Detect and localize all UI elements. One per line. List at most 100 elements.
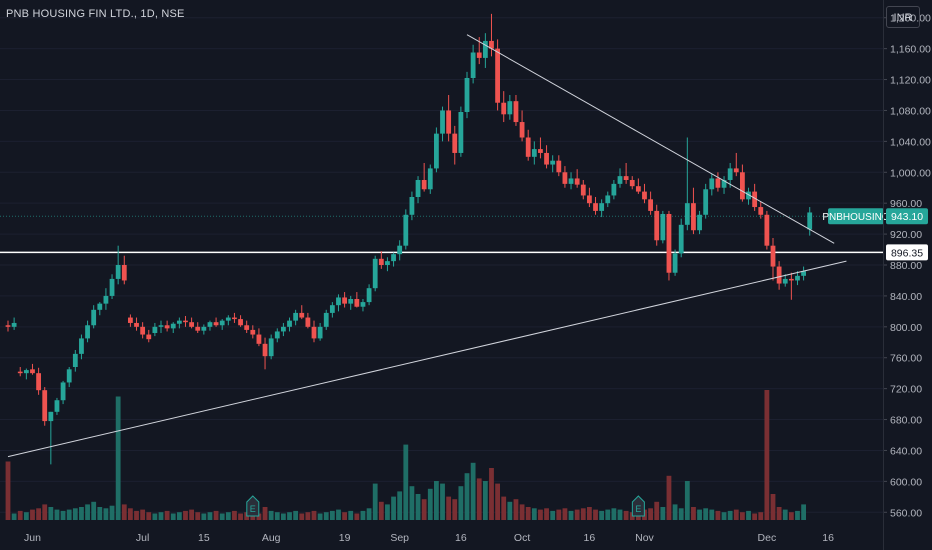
volume-bar: [348, 510, 354, 520]
candle-body: [54, 400, 60, 412]
volume-bar: [617, 509, 623, 520]
candle-body: [378, 258, 384, 265]
volume-bar: [556, 509, 562, 520]
currency-button[interactable]: INR: [886, 6, 920, 28]
volume-bar: [72, 508, 78, 520]
volume-bar: [287, 512, 292, 520]
current-price-label: 943.10: [891, 211, 923, 223]
candle-body: [782, 278, 788, 284]
candle-body: [293, 312, 299, 321]
volume-bar: [109, 505, 115, 520]
candle-body: [72, 353, 78, 367]
candle-body: [684, 203, 690, 225]
volume-bar: [238, 513, 243, 520]
volume-bar: [30, 509, 35, 520]
y-tick-label: 920.00: [890, 229, 922, 241]
candle-body: [697, 214, 702, 231]
candle-body: [342, 297, 347, 304]
volume-bar: [587, 507, 592, 520]
chart-title: PNB HOUSING FIN LTD., 1D, NSE: [6, 8, 185, 20]
candle-body: [109, 278, 115, 296]
candle-body: [23, 370, 29, 374]
volume-bar: [121, 504, 127, 520]
candle-body: [397, 245, 403, 255]
volume-bar: [427, 488, 433, 520]
volume-bar: [140, 509, 146, 520]
volume-bar: [470, 462, 476, 520]
earnings-icon: [631, 495, 645, 517]
volume-bar: [703, 508, 709, 520]
candle-body: [256, 334, 262, 344]
volume-bar: [446, 496, 452, 520]
candle-body: [746, 191, 751, 200]
volume-bar: [764, 390, 770, 520]
candle-body: [250, 329, 256, 335]
volume-bar: [268, 510, 274, 520]
volume-bar: [672, 504, 678, 520]
candle-body: [103, 295, 109, 304]
volume-bar: [85, 504, 90, 520]
candle-body: [385, 261, 390, 265]
volume-bar: [544, 508, 549, 520]
volume-bar: [623, 510, 629, 520]
volume-bar: [329, 510, 335, 520]
candle-body: [476, 52, 482, 58]
y-tick-label: 560.00: [890, 507, 922, 519]
candle-body: [213, 322, 219, 326]
x-tick-label: Oct: [514, 532, 530, 544]
volume-bar: [372, 483, 378, 520]
candle-body: [531, 149, 537, 157]
volume-bar: [299, 513, 305, 520]
volume-bar: [525, 507, 531, 520]
candle-body: [11, 322, 17, 327]
candle-body: [758, 207, 764, 215]
volume-bar: [654, 501, 660, 520]
volume-bar: [11, 513, 17, 520]
y-tick-label: 1,040.00: [890, 136, 931, 148]
volume-bar: [795, 510, 800, 520]
candle-body: [519, 122, 525, 138]
price-axis-divider: [883, 0, 884, 550]
level-label-box: [886, 244, 928, 261]
y-tick-label: 840.00: [890, 291, 922, 303]
candle-body: [458, 112, 464, 153]
volume-bar: [660, 507, 666, 520]
volume-bar: [5, 461, 11, 520]
candle-body: [274, 331, 280, 339]
volume-bar: [574, 509, 580, 520]
candle-body: [513, 101, 519, 123]
volume-bar: [60, 510, 66, 520]
x-tick-label: Dec: [758, 532, 777, 544]
volume-bar: [293, 510, 299, 520]
y-tick-label: 680.00: [890, 415, 922, 427]
candle-body: [434, 133, 439, 169]
x-tick-label: Jul: [136, 532, 149, 544]
candle-body: [556, 160, 562, 173]
candle-body: [170, 323, 176, 329]
volume-bar: [17, 510, 23, 520]
candle-body: [17, 371, 23, 374]
volume-bar: [770, 494, 776, 520]
earnings-icon-label: E: [635, 504, 641, 514]
volume-bar: [189, 509, 194, 520]
candle-body: [703, 189, 709, 215]
volume-bar: [464, 473, 470, 520]
volume-bar: [452, 499, 458, 520]
volume-bar: [232, 510, 237, 520]
candle-body: [568, 178, 574, 184]
volume-bar: [740, 512, 745, 520]
volume-bar: [538, 509, 543, 520]
candle-body: [97, 303, 103, 310]
volume-bar: [507, 501, 513, 520]
candle-body: [574, 178, 580, 185]
current-price-label-box: [886, 208, 928, 225]
candle-body: [788, 278, 794, 281]
volume-bar: [152, 513, 158, 520]
resistance-trendline: [466, 34, 835, 244]
candle-body: [672, 253, 678, 273]
y-tick-label: 640.00: [890, 445, 922, 457]
candle-body: [403, 214, 409, 246]
volume-bar: [782, 509, 788, 520]
candle-body: [587, 195, 592, 204]
